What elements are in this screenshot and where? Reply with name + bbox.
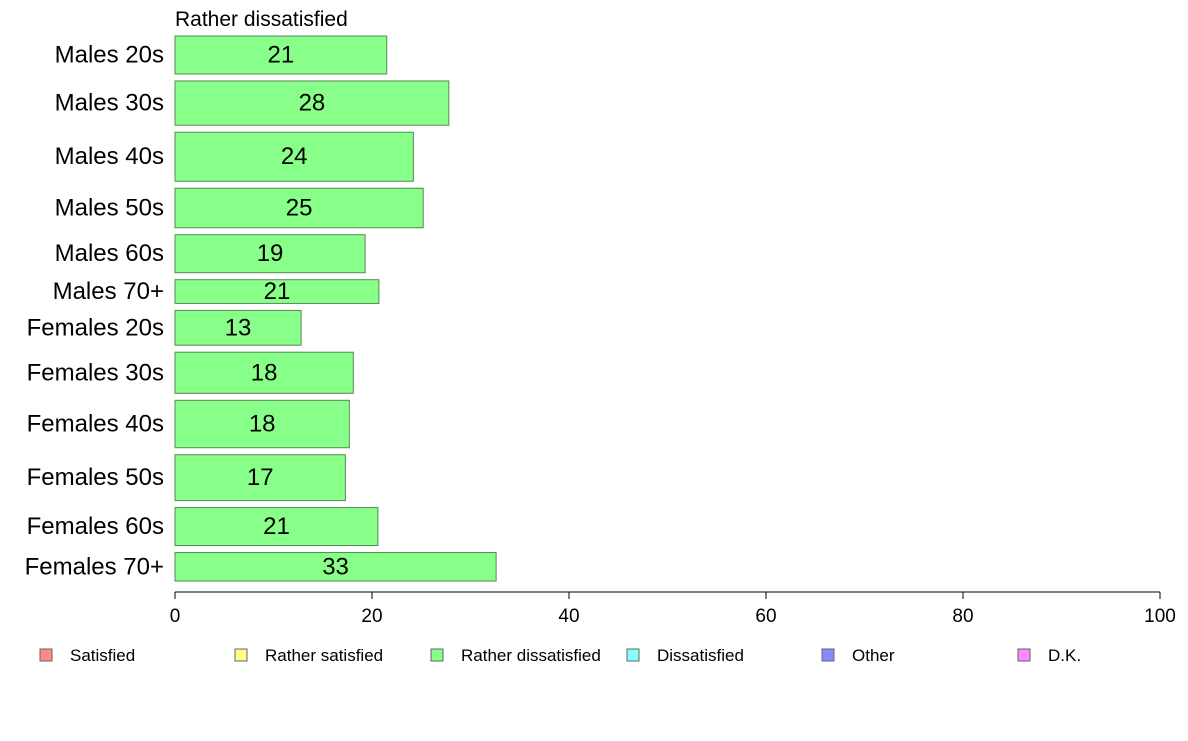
bar — [174, 234, 366, 274]
x-tick-label: 100 — [1144, 606, 1176, 627]
legend-item: D.K. — [1017, 646, 1081, 665]
category-label: Females 70+ — [25, 553, 164, 580]
bar — [174, 187, 424, 229]
bar-value-label: 21 — [264, 278, 291, 305]
legend-label: Other — [852, 646, 895, 665]
category-label: Males 70+ — [53, 278, 164, 305]
bar — [174, 131, 414, 182]
bar-group: 21 Males 70+ — [53, 278, 380, 305]
bars-layer: 21 Males 20s 28 Males 30s 24 Males 40s 25 Males… — [25, 35, 497, 582]
legend-item: Dissatisfied — [626, 646, 744, 665]
bar-value-label: 13 — [225, 314, 252, 341]
bar — [174, 399, 350, 449]
bar-value-label: 24 — [281, 143, 308, 170]
bar-value-label: 25 — [286, 194, 313, 221]
legend-swatch — [234, 648, 248, 662]
bar-group: 17 Females 50s — [27, 454, 346, 502]
x-tick-label: 40 — [558, 606, 579, 627]
bar-group: 18 Females 40s — [27, 399, 350, 449]
bar — [174, 552, 497, 582]
bar-value-label: 19 — [257, 240, 284, 267]
bar — [174, 279, 380, 304]
category-label: Females 30s — [27, 359, 164, 386]
bar-group: 21 Females 60s — [27, 507, 379, 547]
bar-group: 28 Males 30s — [55, 80, 450, 126]
x-tick-label: 80 — [952, 606, 973, 627]
bar-value-label: 18 — [249, 411, 276, 438]
bar — [174, 80, 450, 126]
bar-group: 25 Males 50s — [55, 187, 424, 229]
chart-title: Rather dissatisfied — [175, 8, 348, 31]
bar-group: 18 Females 30s — [27, 351, 354, 394]
x-axis: 0 20 40 60 80 100 — [170, 591, 1176, 627]
bar-group: 19 Males 60s — [55, 234, 366, 274]
legend-swatch — [1017, 648, 1031, 662]
bar — [174, 454, 346, 502]
legend-swatch — [430, 648, 444, 662]
bar-group: 21 Males 20s — [55, 35, 388, 75]
bar-value-label: 17 — [247, 464, 274, 491]
bar-value-label: 21 — [268, 41, 295, 68]
bar-group: 13 Females 20s — [27, 309, 302, 346]
category-label: Males 50s — [55, 194, 164, 221]
category-label: Females 20s — [27, 314, 164, 341]
category-label: Males 20s — [55, 41, 164, 68]
x-tick-label: 0 — [170, 606, 181, 627]
legend-swatch — [821, 648, 835, 662]
bar — [174, 35, 388, 75]
legend-item: Rather satisfied — [234, 646, 383, 665]
legend: Satisfied Rather satisfied Rather dissatis… — [39, 646, 1081, 665]
bar-value-label: 28 — [299, 90, 326, 117]
category-label: Females 60s — [27, 513, 164, 540]
category-label: Males 30s — [55, 90, 164, 117]
x-tick-label: 60 — [755, 606, 776, 627]
legend-label: Rather satisfied — [265, 646, 383, 665]
x-tick-label: 20 — [361, 606, 382, 627]
bar — [174, 309, 302, 346]
bar-group: 24 Males 40s — [55, 131, 414, 182]
category-label: Males 60s — [55, 240, 164, 267]
bar-value-label: 33 — [322, 553, 349, 580]
category-label: Males 40s — [55, 143, 164, 170]
bar-value-label: 21 — [263, 513, 290, 540]
category-label: Females 40s — [27, 411, 164, 438]
bar — [174, 351, 354, 394]
legend-label: Rather dissatisfied — [461, 646, 601, 665]
bar — [174, 507, 379, 547]
legend-item: Rather dissatisfied — [430, 646, 601, 665]
legend-label: D.K. — [1048, 646, 1081, 665]
bar-value-label: 18 — [251, 359, 278, 386]
legend-item: Other — [821, 646, 895, 665]
legend-label: Satisfied — [70, 646, 135, 665]
legend-swatch — [39, 648, 53, 662]
legend-label: Dissatisfied — [657, 646, 744, 665]
legend-item: Satisfied — [39, 646, 135, 665]
legend-swatch — [626, 648, 640, 662]
category-label: Females 50s — [27, 464, 164, 491]
bar-group: 33 Females 70+ — [25, 552, 497, 582]
